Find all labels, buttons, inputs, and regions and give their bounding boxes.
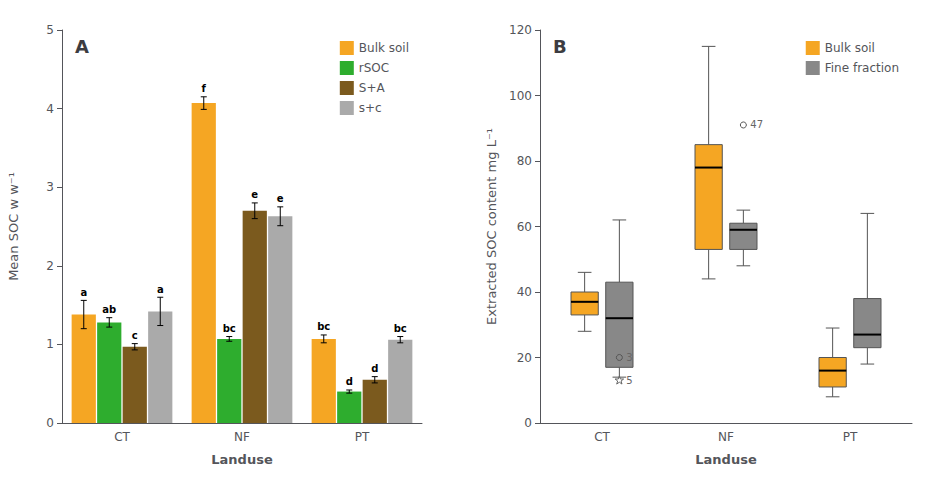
svg-text:2: 2 — [46, 259, 54, 273]
svg-text:5: 5 — [46, 23, 54, 37]
svg-text:bc: bc — [223, 323, 236, 334]
svg-text:S+A: S+A — [359, 81, 386, 95]
svg-text:ab: ab — [102, 304, 116, 315]
svg-text:5: 5 — [626, 375, 632, 386]
svg-text:e: e — [251, 189, 258, 200]
svg-text:a: a — [80, 287, 87, 298]
svg-text:1: 1 — [46, 337, 54, 351]
svg-text:3: 3 — [626, 352, 632, 363]
svg-text:s+c: s+c — [359, 101, 382, 115]
svg-text:100: 100 — [509, 89, 532, 103]
svg-text:120: 120 — [509, 23, 532, 37]
svg-text:A: A — [75, 36, 89, 57]
svg-text:a: a — [157, 284, 164, 295]
svg-text:0: 0 — [46, 416, 54, 430]
svg-text:CT: CT — [594, 430, 610, 444]
svg-text:40: 40 — [517, 285, 532, 299]
svg-text:60: 60 — [517, 220, 532, 234]
svg-text:c: c — [132, 330, 138, 341]
svg-text:PT: PT — [355, 430, 370, 444]
svg-text:d: d — [346, 376, 353, 387]
svg-text:Fine fraction: Fine fraction — [825, 61, 899, 75]
svg-text:rSOC: rSOC — [359, 61, 389, 75]
svg-text:e: e — [277, 193, 284, 204]
svg-text:3: 3 — [46, 180, 54, 194]
svg-text:NF: NF — [718, 430, 734, 444]
svg-text:Extracted SOC content mg L⁻¹: Extracted SOC content mg L⁻¹ — [484, 128, 499, 325]
svg-text:47: 47 — [750, 119, 763, 130]
svg-text:Bulk soil: Bulk soil — [359, 41, 409, 55]
svg-text:20: 20 — [517, 351, 532, 365]
svg-text:f: f — [202, 83, 207, 94]
svg-text:Landuse: Landuse — [211, 452, 273, 467]
svg-text:4: 4 — [46, 102, 54, 116]
svg-text:Mean SOC w w⁻¹: Mean SOC w w⁻¹ — [6, 172, 21, 281]
svg-text:d: d — [371, 363, 378, 374]
svg-text:CT: CT — [114, 430, 130, 444]
svg-text:Bulk soil: Bulk soil — [825, 41, 875, 55]
svg-text:bc: bc — [394, 323, 407, 334]
svg-text:bc: bc — [317, 321, 330, 332]
svg-text:80: 80 — [517, 154, 532, 168]
svg-text:NF: NF — [234, 430, 250, 444]
svg-text:Landuse: Landuse — [695, 452, 757, 467]
svg-text:PT: PT — [843, 430, 858, 444]
svg-text:0: 0 — [524, 416, 532, 430]
svg-text:B: B — [553, 36, 567, 57]
